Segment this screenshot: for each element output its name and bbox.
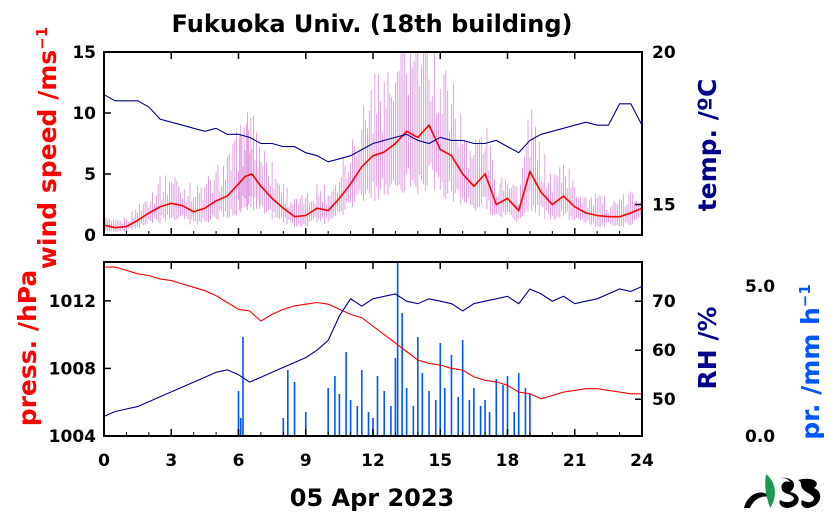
bottom-panel: 0 3 6 9 12 15 18 21 24 1004 1008 1012 50 60 70 0.0 5.0 [49,261,775,471]
precip-bar [304,412,307,436]
precip-bar [376,376,379,436]
x-tick-label: 24 [630,451,654,471]
x-tick-label: 9 [300,451,312,471]
precip-bar [529,394,531,436]
x-tick-label: 12 [361,451,385,471]
y-right-tick-label: 50 [652,390,676,410]
precip-bar [473,388,475,436]
precip-bar [488,412,491,436]
precip-bar [293,382,296,436]
precip-bar [239,418,242,436]
temp-series-line [103,94,643,163]
precip-bar [405,388,408,436]
precip-bar [428,391,430,436]
precip-bar [434,400,437,436]
rh-series-line [103,285,643,417]
precip-bar [484,400,486,436]
top-ticks: 0 5 10 15 15 20 [72,43,676,246]
precip-bar [327,388,329,436]
precip-bar [401,313,403,436]
temp-axis-label: temp. /ºC [693,79,722,212]
wind-series-line [103,123,643,229]
y-left-tick-label: 1004 [49,427,96,447]
precip-bar [237,391,240,436]
y-right-tick-label: 60 [652,341,676,361]
precip-bar [372,418,374,436]
rh-axis-label: RH /% [693,306,722,389]
precip-axis-label: pr. /mm h−1 [796,284,825,440]
precip-bar [468,400,471,436]
top-series [103,94,643,229]
top-panel: 0 5 10 15 15 20 [72,43,676,246]
precip-bar [439,343,442,436]
precip-bar [417,337,419,436]
y-right-tick-label: 15 [652,196,676,216]
wind-speed-axis-label: wind speed /ms−1 [33,27,62,269]
precip-bar [513,412,516,436]
x-tick-label: 6 [233,451,245,471]
precip-bar [360,370,363,436]
y-right2-tick-label: 0.0 [745,427,775,447]
y-right-tick-label: 20 [652,43,676,63]
precip-bar [421,373,424,436]
y-left-tick-label: 5 [84,165,96,185]
x-tick-label: 21 [563,451,587,471]
precip-bar [443,388,446,436]
precip-bar [334,376,336,436]
precip-bar [242,337,244,436]
precip-bar [349,400,352,436]
precip-bar [396,262,399,436]
precip-bar [524,388,527,436]
bottom-panel-frame [103,261,643,437]
y-left-tick-label: 0 [84,226,96,246]
pressure-axis-label: press. /hPa [13,270,42,427]
precip-bar [457,397,459,436]
precip-bar [345,352,347,436]
precip-bars [237,262,531,436]
x-tick-label: 18 [496,451,520,471]
bottom-ticks: 0 3 6 9 12 15 18 21 24 1004 1008 1012 50 60 70 0.0 5.0 [49,262,775,471]
precip-bar [506,376,509,436]
precip-bar [461,340,464,436]
precip-bar [412,406,415,436]
wind-gust-series [103,52,641,232]
precip-bar [517,373,520,436]
precip-bar [356,406,359,436]
y-right2-tick-label: 5.0 [745,277,775,297]
precip-bar [367,412,370,436]
y-right-tick-label: 70 [652,292,676,312]
precip-bar [287,370,289,436]
press-series-line [104,266,642,400]
y-left-tick-label: 1012 [49,292,96,312]
y-left-tick-label: 10 [72,104,96,124]
y-left-tick-label: 15 [72,43,96,63]
precip-bar [479,406,482,436]
bottom-series [103,266,643,417]
precip-bar [502,385,504,436]
x-tick-label: 0 [98,451,110,471]
chart-title: Fukuoka Univ. (18th building) [172,10,573,38]
logo-icon [744,474,821,508]
y-left-tick-label: 1008 [49,359,96,379]
precip-bar [450,355,453,436]
precip-bar [394,358,397,436]
date-label: 05 Apr 2023 [290,484,455,512]
x-tick-label: 3 [165,451,177,471]
x-tick-label: 15 [428,451,452,471]
precip-bar [383,391,386,436]
precip-bar [282,418,285,436]
precip-bar [338,394,341,436]
precip-bar [495,379,498,436]
precip-bar [390,406,392,436]
